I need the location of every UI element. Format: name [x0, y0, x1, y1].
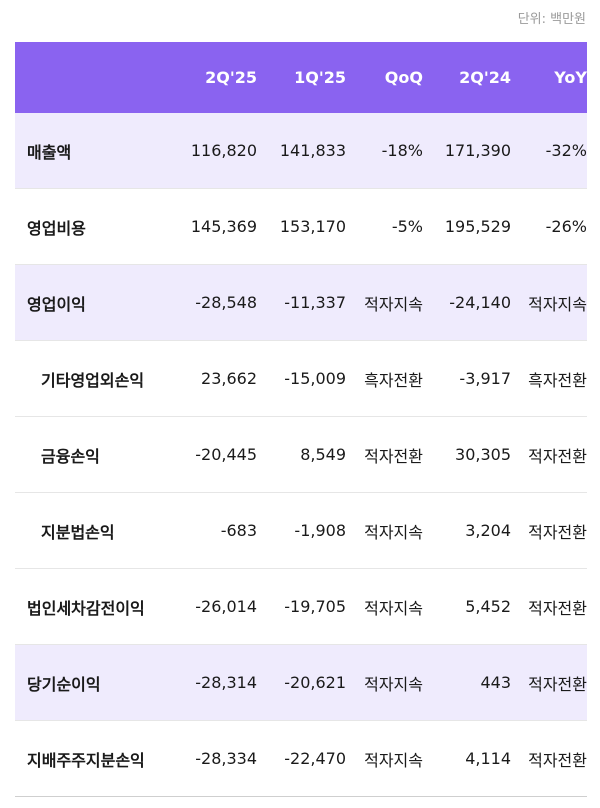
- cell-2q24: 171,390: [423, 113, 511, 189]
- row-label: 법인세차감전이익: [15, 568, 145, 645]
- cell-1q25: -20,621: [257, 644, 346, 721]
- header-label-col: [15, 42, 145, 113]
- cell-qoq: 적자지속: [346, 644, 423, 721]
- cell-1q25: -11,337: [257, 264, 346, 341]
- cell-2q24: 4,114: [423, 720, 511, 797]
- row-label: 기타영업외손익: [15, 340, 145, 417]
- cell-qoq: 적자전환: [346, 416, 423, 493]
- cell-yoy: 적자전환: [511, 492, 587, 569]
- cell-2q25: -683: [145, 492, 257, 569]
- cell-1q25: 8,549: [257, 416, 346, 493]
- cell-1q25: 141,833: [257, 113, 346, 189]
- row-label: 지분법손익: [15, 492, 145, 569]
- row-label: 지배주주지분손익: [15, 720, 145, 797]
- cell-qoq: -18%: [346, 113, 423, 189]
- cell-2q25: 23,662: [145, 340, 257, 417]
- header-1q25: 1Q'25: [257, 42, 346, 113]
- cell-2q24: 195,529: [423, 188, 511, 265]
- cell-2q25: 116,820: [145, 113, 257, 189]
- cell-2q25: -20,445: [145, 416, 257, 493]
- header-2q25: 2Q'25: [145, 42, 257, 113]
- unit-note: 단위: 백만원: [517, 12, 586, 27]
- cell-2q24: 30,305: [423, 416, 511, 493]
- cell-qoq: 적자지속: [346, 492, 423, 569]
- cell-qoq: 적자지속: [346, 720, 423, 797]
- row-label: 매출액: [15, 113, 145, 189]
- table-row: 매출액 116,820 141,833 -18% 171,390 -32%: [15, 113, 587, 189]
- row-label: 당기순이익: [15, 644, 145, 721]
- row-label: 영업비용: [15, 188, 145, 265]
- table-row: 영업비용 145,369 153,170 -5% 195,529 -26%: [15, 188, 587, 265]
- table-row: 지배주주지분손익 -28,334 -22,470 적자지속 4,114 적자전환: [15, 720, 587, 797]
- cell-yoy: 적자전환: [511, 416, 587, 493]
- cell-qoq: 흑자전환: [346, 340, 423, 417]
- table-row: 법인세차감전이익 -26,014 -19,705 적자지속 5,452 적자전환: [15, 568, 587, 645]
- cell-yoy: 적자전환: [511, 720, 587, 797]
- table-row: 영업이익 -28,548 -11,337 적자지속 -24,140 적자지속: [15, 264, 587, 341]
- row-label: 금융손익: [15, 416, 145, 493]
- cell-qoq: 적자지속: [346, 568, 423, 645]
- header-yoy: YoY: [511, 42, 587, 113]
- cell-yoy: 적자전환: [511, 568, 587, 645]
- table-row: 당기순이익 -28,314 -20,621 적자지속 443 적자전환: [15, 644, 587, 721]
- table-row: 지분법손익 -683 -1,908 적자지속 3,204 적자전환: [15, 492, 587, 569]
- cell-2q24: 443: [423, 644, 511, 721]
- table-row: 금융손익 -20,445 8,549 적자전환 30,305 적자전환: [15, 416, 587, 493]
- table-header-row: 2Q'25 1Q'25 QoQ 2Q'24 YoY: [15, 42, 587, 113]
- header-2q24: 2Q'24: [423, 42, 511, 113]
- cell-2q24: -24,140: [423, 264, 511, 341]
- cell-1q25: -19,705: [257, 568, 346, 645]
- cell-qoq: 적자지속: [346, 264, 423, 341]
- cell-1q25: -15,009: [257, 340, 346, 417]
- cell-yoy: -32%: [511, 113, 587, 189]
- row-label: 영업이익: [15, 264, 145, 341]
- table-row: 기타영업외손익 23,662 -15,009 흑자전환 -3,917 흑자전환: [15, 340, 587, 417]
- cell-2q25: -28,548: [145, 264, 257, 341]
- cell-2q24: -3,917: [423, 340, 511, 417]
- cell-1q25: -1,908: [257, 492, 346, 569]
- cell-2q25: -28,334: [145, 720, 257, 797]
- cell-2q25: -28,314: [145, 644, 257, 721]
- cell-qoq: -5%: [346, 188, 423, 265]
- cell-2q25: 145,369: [145, 188, 257, 265]
- cell-yoy: 적자전환: [511, 644, 587, 721]
- cell-yoy: 적자지속: [511, 264, 587, 341]
- header-qoq: QoQ: [346, 42, 423, 113]
- cell-1q25: -22,470: [257, 720, 346, 797]
- cell-yoy: -26%: [511, 188, 587, 265]
- cell-yoy: 흑자전환: [511, 340, 587, 417]
- cell-1q25: 153,170: [257, 188, 346, 265]
- financial-table: 2Q'25 1Q'25 QoQ 2Q'24 YoY 매출액 116,820 14…: [15, 42, 587, 797]
- cell-2q24: 5,452: [423, 568, 511, 645]
- cell-2q25: -26,014: [145, 568, 257, 645]
- cell-2q24: 3,204: [423, 492, 511, 569]
